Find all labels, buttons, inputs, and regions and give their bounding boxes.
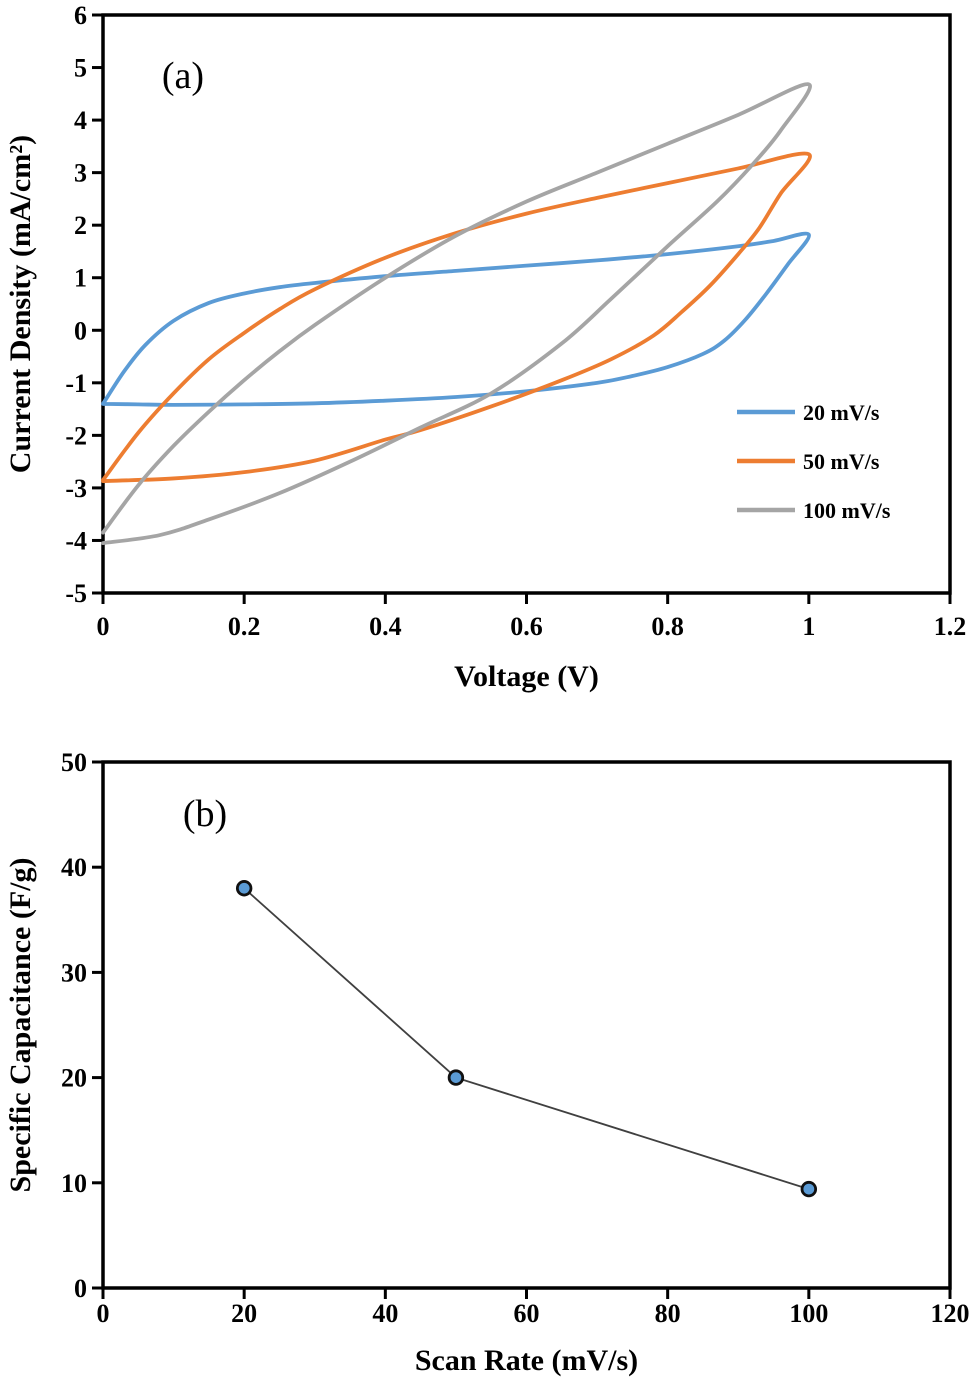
cv-chart-panel: 0 0.2 0.4 0.6 0.8 1 1.2 -5 -4 -3 -2 -1 0 1 2 3 4 5 6 Voltag… xyxy=(4,1,967,693)
cv-curve-20-mv-s xyxy=(101,231,811,407)
y-axis-tick-label: 40 xyxy=(61,853,87,882)
cv-curve-50-mv-s xyxy=(101,151,812,483)
data-point-marker xyxy=(447,1069,465,1086)
y-axis-tick-label: 6 xyxy=(74,1,87,30)
legend-label-50-mv-s: 50 mV/s xyxy=(803,449,880,474)
y-axis-tick-label: 5 xyxy=(74,54,87,83)
x-axis-tick-label: 80 xyxy=(655,1299,681,1328)
x-axis-tick-label: 1.2 xyxy=(934,612,967,641)
y-axis-title: Current Density (mA/cm²) xyxy=(4,135,37,473)
plot-box xyxy=(101,760,952,1290)
x-axis-tick-label: 0.2 xyxy=(228,612,261,641)
x-axis-tick-label: 0 xyxy=(97,1299,110,1328)
y-axis-tick-label: -5 xyxy=(65,579,87,608)
y-axis-tick-label: 4 xyxy=(74,106,87,135)
y-axis-tick-label: -4 xyxy=(65,526,87,555)
data-point-marker xyxy=(800,1180,818,1198)
cv-chart: 0 0.2 0.4 0.6 0.8 1 1.2 -5 -4 -3 -2 -1 0 1 2 3 4 5 6 Voltag… xyxy=(4,1,967,693)
y-axis-tick-label: -2 xyxy=(65,421,87,450)
y-axis-tick-label: 10 xyxy=(61,1169,87,1198)
capacitance-line xyxy=(243,887,810,1190)
x-axis-tick-label: 100 xyxy=(789,1299,828,1328)
legend-label-100-mv-s: 100 mV/s xyxy=(803,498,891,523)
y-axis-tick-label: -1 xyxy=(65,369,87,398)
x-axis-title: Voltage (V) xyxy=(454,660,599,693)
x-axis-tick-label: 0.6 xyxy=(510,612,543,641)
legend-label-20-mv-s: 20 mV/s xyxy=(803,400,880,425)
x-axis-tick-label: 0 xyxy=(97,612,110,641)
x-axis-tick-label: 120 xyxy=(931,1299,970,1328)
x-axis-tick-label: 1 xyxy=(802,612,815,641)
y-axis-tick-label: 0 xyxy=(74,1274,87,1303)
y-axis-tick-label: 1 xyxy=(74,264,87,293)
panel-label: (a) xyxy=(162,55,204,97)
y-axis-tick-label: 2 xyxy=(74,211,87,240)
capacitance-chart: 0 20 40 60 80 100 120 0 10 20 30 40 50 Scan Rate (mV/… xyxy=(4,748,970,1377)
data-point-marker xyxy=(235,880,253,897)
x-axis-tick-label: 0.8 xyxy=(651,612,684,641)
x-axis-tick-label: 20 xyxy=(231,1299,257,1328)
capacitance-chart-panel: 0 20 40 60 80 100 120 0 10 20 30 40 50 Scan Rate (mV/… xyxy=(0,725,975,1391)
x-axis-tick-label: 40 xyxy=(372,1299,398,1328)
y-axis-tick-label: 0 xyxy=(74,316,87,345)
y-axis-tick-label: 20 xyxy=(61,1064,87,1093)
x-axis-title: Scan Rate (mV/s) xyxy=(415,1344,638,1377)
y-axis-tick-label: 30 xyxy=(61,958,87,987)
y-axis-tick-label: 50 xyxy=(61,748,87,777)
x-axis-tick-label: 0.4 xyxy=(369,612,402,641)
cv-curve-100-mv-s xyxy=(101,82,812,545)
y-axis-tick-label: 3 xyxy=(74,159,87,188)
x-axis-tick-label: 60 xyxy=(514,1299,540,1328)
y-axis-title: Specific Capacitance (F/g) xyxy=(4,858,37,1193)
y-axis-tick-label: -3 xyxy=(65,474,87,503)
panel-label: (b) xyxy=(183,793,227,835)
